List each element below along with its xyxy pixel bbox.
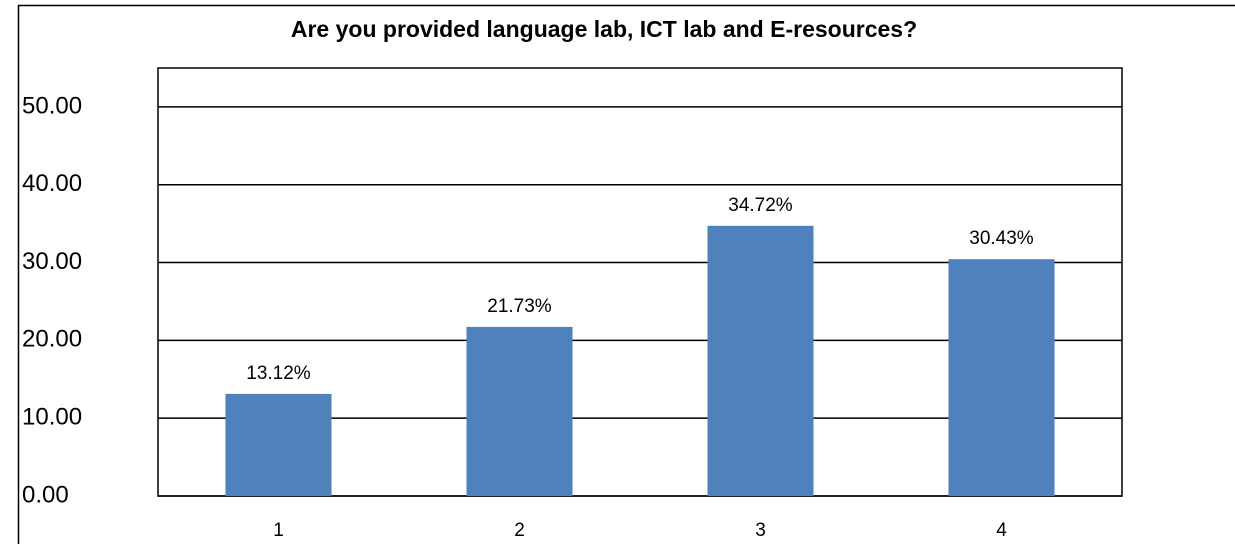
x-tick-label: 1 (273, 520, 284, 541)
y-tick-label: 0.00 (22, 481, 69, 508)
x-tick-label: 2 (514, 520, 525, 541)
chart-frame (17, 4, 1235, 544)
data-label: 13.12% (246, 363, 311, 384)
bar (707, 225, 814, 496)
y-tick-label: 50.00 (22, 92, 82, 119)
chart-title: Are you provided language lab, ICT lab a… (291, 16, 917, 42)
bar (948, 259, 1055, 496)
x-tick-label: 3 (755, 520, 766, 541)
bar (225, 393, 332, 496)
data-label: 21.73% (487, 296, 552, 317)
data-label: 30.43% (969, 228, 1034, 249)
y-tick-label: 20.00 (22, 326, 82, 353)
y-tick-label: 30.00 (22, 248, 82, 275)
x-tick-label: 4 (996, 520, 1007, 541)
bar (466, 326, 573, 496)
y-tick-label: 10.00 (22, 404, 82, 431)
y-tick-label: 40.00 (22, 170, 82, 197)
data-label: 34.72% (728, 195, 793, 216)
